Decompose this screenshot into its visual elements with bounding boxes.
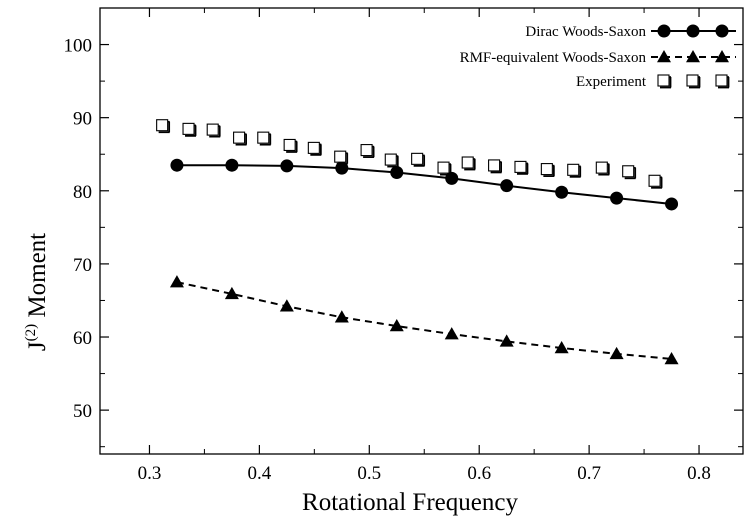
plot-frame: [99, 7, 744, 455]
legend: Dirac Woods-Saxon RMF-equivalent Woods-Sa…: [460, 24, 736, 90]
square-outline: [283, 138, 296, 152]
data-point-series-1: [169, 275, 184, 288]
legend-marker: [657, 24, 671, 38]
data-point-series-1: [554, 340, 569, 354]
y-tick-label: 90: [73, 109, 92, 130]
x-tick-label: 0.8: [687, 463, 711, 484]
square-outline: [715, 74, 728, 87]
y-axis-title: J(2) Moment: [23, 233, 51, 351]
data-point-series-0: [555, 185, 569, 199]
data-point-series-1: [499, 334, 514, 347]
legend-label: Dirac Woods-Saxon: [525, 24, 646, 40]
square-outline: [461, 156, 474, 169]
series-line-1: [176, 281, 672, 360]
data-point-series-2: [257, 131, 272, 146]
square-outline: [648, 174, 661, 187]
data-point-series-2: [334, 150, 349, 165]
ticks: 0.3 0.4 0.5 0.6 0.7 0.8 50 60 70 80 90 100: [64, 8, 743, 484]
y-tick-label: 100: [64, 36, 93, 57]
data-point-series-2: [595, 161, 610, 176]
x-tick-label: 0.5: [357, 463, 381, 484]
square-outline: [156, 119, 169, 132]
data-point-series-2: [622, 165, 637, 180]
data-point-series-1: [279, 299, 294, 312]
legend-marker: [715, 24, 729, 38]
data-point-series-1: [609, 346, 624, 360]
data-point-series-2: [411, 152, 426, 167]
legend-marker: [686, 74, 701, 89]
square-outline: [233, 131, 246, 144]
square-outline: [622, 165, 635, 178]
legend-marker: [657, 50, 671, 63]
data-point-series-2: [206, 123, 221, 138]
square-outline: [334, 150, 347, 163]
square-outline: [182, 122, 195, 135]
legend-marker: [686, 50, 700, 63]
data-point-series-2: [461, 156, 476, 171]
series-line-0: [176, 164, 672, 205]
y-axis-title-main: J: [24, 341, 51, 351]
data-point-series-0: [665, 197, 679, 211]
legend-marker: [657, 74, 672, 89]
square-outline: [257, 131, 270, 144]
data-point-series-2: [437, 161, 452, 176]
legend-marker: [686, 24, 700, 38]
y-tick-label: 80: [73, 182, 92, 203]
data-point-series-2: [514, 160, 529, 175]
square-outline: [307, 141, 320, 154]
square-outline: [411, 152, 424, 165]
series-markers: [156, 119, 679, 365]
data-point-series-2: [156, 119, 171, 134]
square-outline: [567, 163, 580, 176]
y-tick-label: 60: [73, 328, 92, 349]
data-point-series-1: [664, 351, 679, 365]
legend-label: Experiment: [576, 74, 647, 90]
data-point-series-2: [307, 141, 322, 156]
data-point-series-0: [170, 158, 184, 172]
data-point-series-2: [648, 174, 663, 189]
data-point-series-2: [233, 131, 247, 146]
data-point-series-0: [500, 179, 514, 193]
data-point-series-1: [224, 286, 239, 300]
data-point-series-2: [540, 163, 555, 177]
data-point-series-0: [335, 161, 349, 175]
square-outline: [540, 163, 553, 176]
data-point-series-0: [280, 159, 294, 173]
x-tick-label: 0.4: [248, 463, 272, 484]
data-point-series-0: [225, 158, 239, 172]
legend-marker: [715, 74, 730, 89]
x-tick-label: 0.3: [138, 463, 162, 484]
y-tick-label: 70: [73, 255, 92, 276]
square-outline: [206, 123, 219, 136]
data-point-series-1: [444, 327, 459, 340]
data-point-series-0: [610, 191, 624, 205]
square-outline: [514, 160, 527, 173]
data-point-series-1: [389, 319, 404, 332]
square-outline: [686, 74, 699, 87]
x-tick-label: 0.6: [467, 463, 491, 484]
square-outline: [595, 161, 608, 174]
legend-marker: [715, 50, 729, 63]
data-point-series-2: [567, 163, 582, 178]
data-point-series-2: [360, 144, 375, 158]
square-outline: [657, 74, 670, 87]
y-axis-title-rest: Moment: [24, 233, 51, 324]
square-outline: [437, 161, 450, 174]
data-point-series-1: [334, 310, 349, 323]
data-point-series-2: [488, 159, 502, 174]
x-tick-label: 0.7: [577, 463, 601, 484]
legend-label: RMF-equivalent Woods-Saxon: [460, 50, 647, 66]
square-outline: [360, 144, 373, 157]
series-lines: [176, 164, 672, 360]
y-tick-label: 50: [73, 401, 92, 422]
square-outline: [384, 153, 397, 166]
data-point-series-2: [182, 122, 197, 137]
data-point-series-0: [390, 166, 404, 180]
y-axis-title-superscript: (2): [23, 324, 39, 342]
data-point-series-2: [283, 138, 298, 153]
data-point-series-2: [384, 153, 399, 168]
x-axis-title: Rotational Frequency: [302, 489, 518, 516]
square-outline: [488, 159, 501, 172]
